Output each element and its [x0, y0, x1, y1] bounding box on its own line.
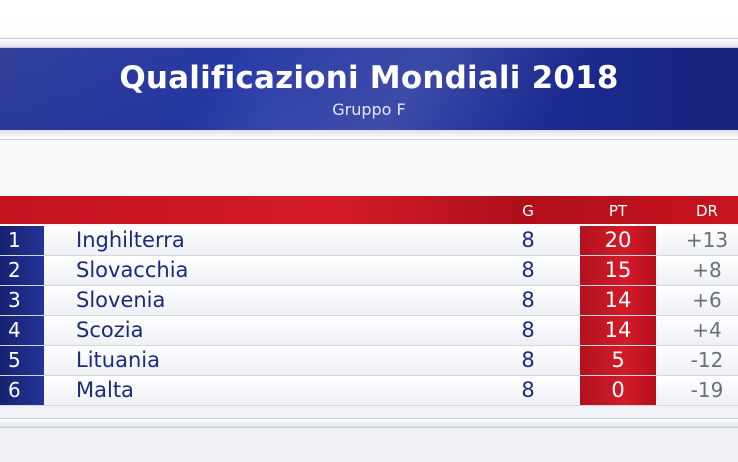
- page-title: Qualificazioni Mondiali 2018: [119, 60, 619, 96]
- bottom-divider: [0, 418, 738, 428]
- games-cell: 8: [521, 258, 535, 282]
- position-cell: 2: [0, 256, 44, 285]
- table-row: 1 Inghilterra 8 20 +13: [0, 226, 738, 256]
- position-cell: 3: [0, 286, 44, 315]
- position-cell: 4: [0, 316, 44, 345]
- header-points: PT: [608, 202, 628, 220]
- goal-difference-cell: +6: [692, 288, 722, 312]
- table-row: 6 Malta 8 0 -19: [0, 376, 738, 406]
- points-cell: 15: [580, 256, 656, 285]
- header-goal-difference: DR: [696, 202, 718, 220]
- table-row: 2 Slovacchia 8 15 +8: [0, 256, 738, 286]
- points-cell: 0: [580, 376, 656, 405]
- goal-difference-cell: +8: [692, 258, 722, 282]
- table-row: 3 Slovenia 8 14 +6: [0, 286, 738, 316]
- goal-difference-cell: +4: [692, 318, 722, 342]
- games-cell: 8: [521, 228, 535, 252]
- points-cell: 20: [580, 226, 656, 255]
- group-subtitle: Gruppo F: [332, 100, 406, 119]
- title-banner: Qualificazioni Mondiali 2018 Gruppo F: [0, 48, 738, 130]
- team-name: Inghilterra: [76, 228, 185, 252]
- games-cell: 8: [521, 348, 535, 372]
- team-name: Lituania: [76, 348, 160, 372]
- goal-difference-cell: -12: [690, 348, 724, 372]
- games-cell: 8: [521, 288, 535, 312]
- team-name: Scozia: [76, 318, 144, 342]
- table-row: 4 Scozia 8 14 +4: [0, 316, 738, 346]
- banner-divider: [0, 130, 738, 140]
- games-cell: 8: [521, 378, 535, 402]
- table-header: G PT DR: [0, 196, 738, 224]
- games-cell: 8: [521, 318, 535, 342]
- header-games: G: [522, 202, 534, 220]
- team-name: Slovacchia: [76, 258, 189, 282]
- table-row: 5 Lituania 8 5 -12: [0, 346, 738, 376]
- top-divider: [0, 38, 738, 48]
- team-name: Malta: [76, 378, 134, 402]
- position-cell: 5: [0, 346, 44, 375]
- position-cell: 1: [0, 226, 44, 255]
- position-cell: 6: [0, 376, 44, 405]
- goal-difference-cell: -19: [690, 378, 724, 402]
- goal-difference-cell: +13: [685, 228, 729, 252]
- points-cell: 14: [580, 316, 656, 345]
- points-cell: 14: [580, 286, 656, 315]
- team-name: Slovenia: [76, 288, 166, 312]
- points-cell: 5: [580, 346, 656, 375]
